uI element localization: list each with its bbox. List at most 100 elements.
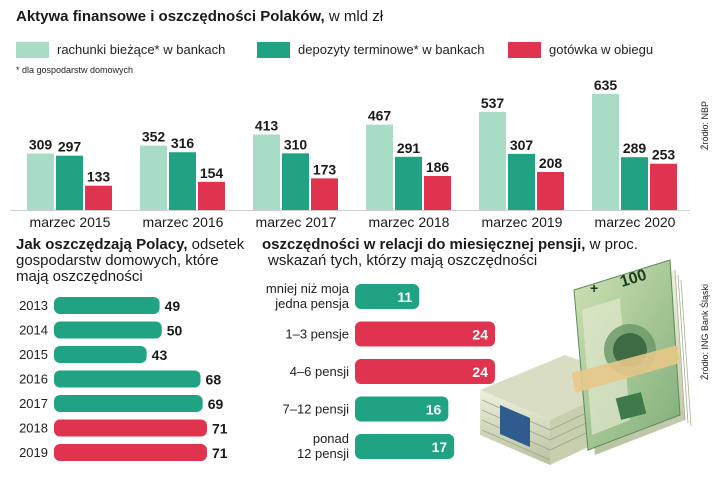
bar-current — [479, 111, 506, 210]
grouped-bar-chart: 309 297 133 marzec 2015 352 316 154 marzec 2016… — [10, 80, 690, 230]
main-title-unit: w mld zł — [324, 8, 384, 25]
bar-cash — [311, 178, 338, 210]
legend-swatch-current — [16, 42, 49, 58]
year-label: 2016 — [19, 372, 48, 387]
bar-term — [395, 156, 422, 210]
salary-category-label: 4–6 pensji — [290, 364, 349, 379]
year-value-label: 71 — [212, 445, 228, 461]
year-value-label: 71 — [212, 421, 228, 437]
year-label: 2017 — [19, 396, 48, 411]
salary-category-label-line1: ponad — [313, 431, 349, 446]
year-value-label: 49 — [165, 298, 181, 314]
bar-value-label: 635 — [594, 80, 618, 93]
x-tick-label: marzec 2015 — [30, 214, 111, 230]
salary-bar — [355, 434, 455, 459]
legend-swatch-term — [257, 42, 290, 58]
x-tick-label: marzec 2020 — [595, 214, 676, 230]
salary-value-label: 11 — [397, 289, 412, 305]
bar-value-label: 291 — [397, 140, 421, 156]
year-value-label: 50 — [167, 323, 183, 339]
bar-value-label: 208 — [539, 155, 563, 171]
bar-value-label: 537 — [481, 95, 505, 111]
legend-label-current: rachunki bieżące* w bankach — [57, 42, 226, 57]
left-title-rest1: odsetek — [187, 236, 245, 253]
year-bar — [54, 321, 162, 339]
right-title-bold: oszczędności w relacji do miesięcznej pe… — [262, 236, 586, 253]
year-bar — [54, 346, 147, 363]
legend-label-cash: gotówka w obiegu — [549, 42, 654, 57]
year-bar — [54, 395, 203, 412]
left-title-rest3: mają oszczędności — [16, 268, 143, 285]
bar-term — [169, 152, 196, 210]
year-label: 2013 — [19, 298, 48, 313]
year-label: 2018 — [19, 421, 48, 436]
bar-value-label: 253 — [652, 147, 676, 163]
bar-cash — [650, 163, 677, 210]
right-title-rest1: w proc. — [585, 236, 638, 253]
bar-term — [621, 157, 648, 210]
bar-value-label: 154 — [200, 165, 224, 181]
salary-category-label: 1–3 pensje — [285, 327, 349, 342]
left-title-rest2: gospodarstw domowych, które — [16, 252, 219, 269]
salary-bar — [355, 359, 495, 384]
year-bar — [54, 370, 201, 388]
x-tick-label: marzec 2017 — [256, 214, 337, 230]
bar-value-label: 186 — [426, 159, 450, 175]
year-bar — [54, 444, 207, 461]
year-value-label: 68 — [206, 372, 222, 388]
salary-bar — [355, 284, 420, 309]
salary-value-label: 17 — [432, 439, 448, 455]
salary-value-label: 24 — [472, 364, 488, 380]
salary-bar — [355, 396, 449, 422]
year-label: 2014 — [19, 323, 48, 338]
salary-value-label: 16 — [426, 402, 442, 418]
footnote: * dla gospodarstw domowych — [16, 65, 134, 75]
bar-value-label: 467 — [368, 108, 392, 124]
bar-value-label: 316 — [171, 135, 195, 151]
bar-cash — [424, 175, 451, 210]
bar-current — [27, 153, 54, 210]
bar-current — [366, 124, 393, 210]
bar-current — [253, 134, 280, 210]
bar-value-label: 352 — [142, 129, 166, 145]
year-bar — [54, 419, 207, 437]
x-tick-label: marzec 2016 — [143, 214, 224, 230]
bar-value-label: 133 — [87, 169, 111, 185]
legend-label-term: depozyty terminowe* w bankach — [298, 42, 485, 57]
bar-value-label: 309 — [29, 137, 53, 153]
year-bar — [54, 297, 160, 314]
legend-swatch-cash — [508, 42, 541, 58]
year-label: 2015 — [19, 347, 48, 362]
bar-value-label: 413 — [255, 117, 279, 133]
bar-cash — [198, 181, 225, 210]
svg-text:+: + — [590, 280, 598, 296]
year-value-label: 69 — [208, 396, 224, 412]
bar-current — [592, 93, 619, 210]
salary-category-label-line2: 12 pensji — [297, 446, 349, 461]
bar-value-label: 173 — [313, 161, 337, 177]
bar-current — [140, 145, 167, 210]
banknote-band — [572, 345, 680, 393]
bar-term — [282, 153, 309, 210]
salary-value-label: 24 — [472, 327, 488, 343]
bar-value-label: 307 — [510, 137, 534, 153]
bar-cash — [537, 171, 564, 210]
bar-value-label: 289 — [623, 140, 647, 156]
households-savings-chart: 2013 49 2014 50 2015 43 2016 68 2017 69 2018 71 2019… — [19, 297, 228, 461]
salary-bar — [355, 321, 495, 347]
x-tick-label: marzec 2018 — [369, 214, 450, 230]
bar-term — [508, 153, 535, 210]
right-title-rest2: wskazań tych, którzy mają oszczędności — [268, 252, 538, 269]
salary-category-label-line2: jedna pensja — [274, 296, 349, 311]
banknotes-illustration: 100 + — [480, 259, 692, 465]
main-title-bold: Aktywa finansowe i oszczędności Polaków, — [16, 8, 325, 25]
bar-value-label: 310 — [284, 136, 308, 152]
salary-category-label-line1: mniej niż moja — [266, 281, 350, 296]
year-value-label: 43 — [152, 347, 168, 363]
main-chart-title: Aktywa finansowe i oszczędności Polaków,… — [16, 8, 383, 25]
right-chart-title: oszczędności w relacji do miesięcznej pe… — [262, 237, 712, 269]
bar-term — [56, 155, 83, 210]
bar-cash — [85, 185, 112, 210]
year-label: 2019 — [19, 445, 48, 460]
